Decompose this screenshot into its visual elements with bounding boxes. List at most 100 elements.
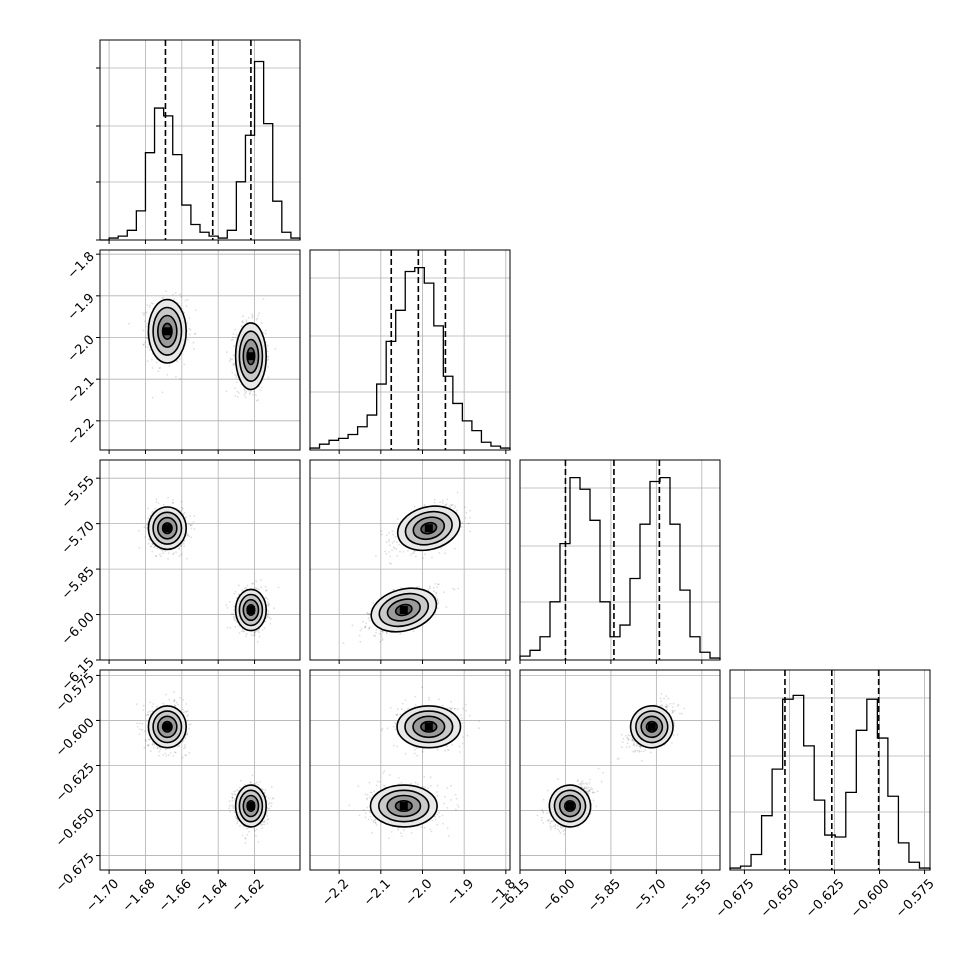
- sample-point: [368, 627, 370, 629]
- sample-point: [162, 702, 165, 705]
- sample-point: [391, 541, 394, 544]
- sample-point: [147, 713, 150, 716]
- panel-border: [99, 249, 301, 451]
- sample-point: [396, 554, 399, 557]
- sample-point: [178, 745, 181, 747]
- sample-point: [262, 331, 265, 334]
- sample-point: [251, 316, 254, 319]
- sample-point: [181, 506, 183, 509]
- sample-point: [146, 337, 149, 340]
- sample-point: [185, 754, 188, 756]
- sample-point: [414, 555, 417, 558]
- sample-point: [165, 290, 168, 292]
- density-peak: [163, 524, 172, 533]
- sample-point: [138, 529, 140, 532]
- sample-point: [225, 390, 228, 393]
- sample-point: [457, 587, 460, 590]
- sample-point: [176, 360, 179, 363]
- sample-point: [230, 338, 233, 341]
- sample-point: [368, 628, 370, 630]
- sample-point: [267, 376, 270, 379]
- sample-point: [252, 394, 254, 396]
- sample-point: [193, 333, 196, 336]
- sample-point: [142, 329, 145, 332]
- sample-point: [453, 507, 456, 509]
- sample-point: [145, 527, 148, 529]
- sample-point: [228, 360, 231, 362]
- sample-point: [387, 538, 390, 541]
- sample-point: [155, 500, 158, 503]
- sample-point: [256, 641, 259, 643]
- sample-point: [168, 365, 171, 367]
- sample-point: [242, 321, 244, 324]
- sample-point: [161, 549, 164, 552]
- contour-line: [234, 588, 267, 632]
- sample-point: [264, 585, 267, 588]
- sample-point: [452, 587, 454, 590]
- panel-border: [309, 249, 511, 451]
- sample-point: [153, 545, 156, 548]
- sample-point: [229, 357, 232, 360]
- sample-point: [158, 367, 161, 369]
- sample-point: [232, 339, 234, 341]
- sample-point: [153, 545, 156, 547]
- sample-point: [439, 501, 441, 503]
- sample-point: [450, 504, 453, 507]
- sample-point: [178, 547, 181, 550]
- panel-border: [309, 459, 511, 661]
- sample-point: [186, 534, 189, 537]
- sample-point: [157, 746, 159, 749]
- sample-point: [436, 583, 439, 586]
- sample-point: [384, 550, 386, 553]
- sample-point: [392, 588, 395, 591]
- sample-point: [342, 642, 345, 645]
- sample-point: [185, 710, 188, 713]
- sample-point: [165, 755, 168, 757]
- sample-point: [145, 714, 148, 717]
- sample-point: [454, 505, 457, 508]
- sample-point: [149, 514, 152, 517]
- contour-line: [147, 506, 188, 551]
- sample-point: [242, 315, 244, 318]
- sample-point: [381, 639, 384, 642]
- sample-point: [184, 517, 187, 519]
- sample-point: [424, 553, 426, 556]
- sample-point: [245, 320, 248, 323]
- sample-point: [418, 585, 420, 588]
- sample-point: [225, 604, 228, 607]
- sample-point: [252, 582, 255, 585]
- histogram-bars: [309, 266, 511, 450]
- sample-point: [247, 316, 250, 319]
- sample-point: [182, 698, 185, 701]
- contour-line: [378, 592, 430, 628]
- sample-point: [183, 747, 186, 750]
- sample-point: [144, 341, 147, 344]
- contour-line: [152, 511, 183, 545]
- sample-point: [167, 558, 170, 560]
- sample-point: [396, 541, 398, 543]
- sample-point: [144, 730, 146, 733]
- sample-point: [185, 305, 188, 308]
- sample-point: [437, 602, 440, 604]
- sample-point: [151, 543, 154, 545]
- sample-point: [385, 553, 388, 555]
- sample-point: [160, 555, 163, 558]
- sample-point: [153, 743, 156, 746]
- sample-point: [184, 299, 187, 302]
- sample-point: [244, 396, 247, 399]
- sample-point: [460, 525, 463, 528]
- sample-point: [149, 545, 152, 548]
- sample-point: [180, 544, 183, 547]
- sample-point: [267, 366, 269, 368]
- sample-point: [241, 320, 243, 323]
- sample-point: [158, 754, 161, 757]
- sample-point: [235, 374, 237, 377]
- density-peak: [163, 327, 172, 336]
- sample-point: [257, 588, 260, 590]
- sample-point: [359, 640, 362, 643]
- contour-line: [420, 521, 438, 535]
- sample-point: [390, 563, 392, 565]
- sample-point: [180, 500, 183, 503]
- sample-point: [179, 510, 182, 512]
- sample-point: [380, 530, 383, 532]
